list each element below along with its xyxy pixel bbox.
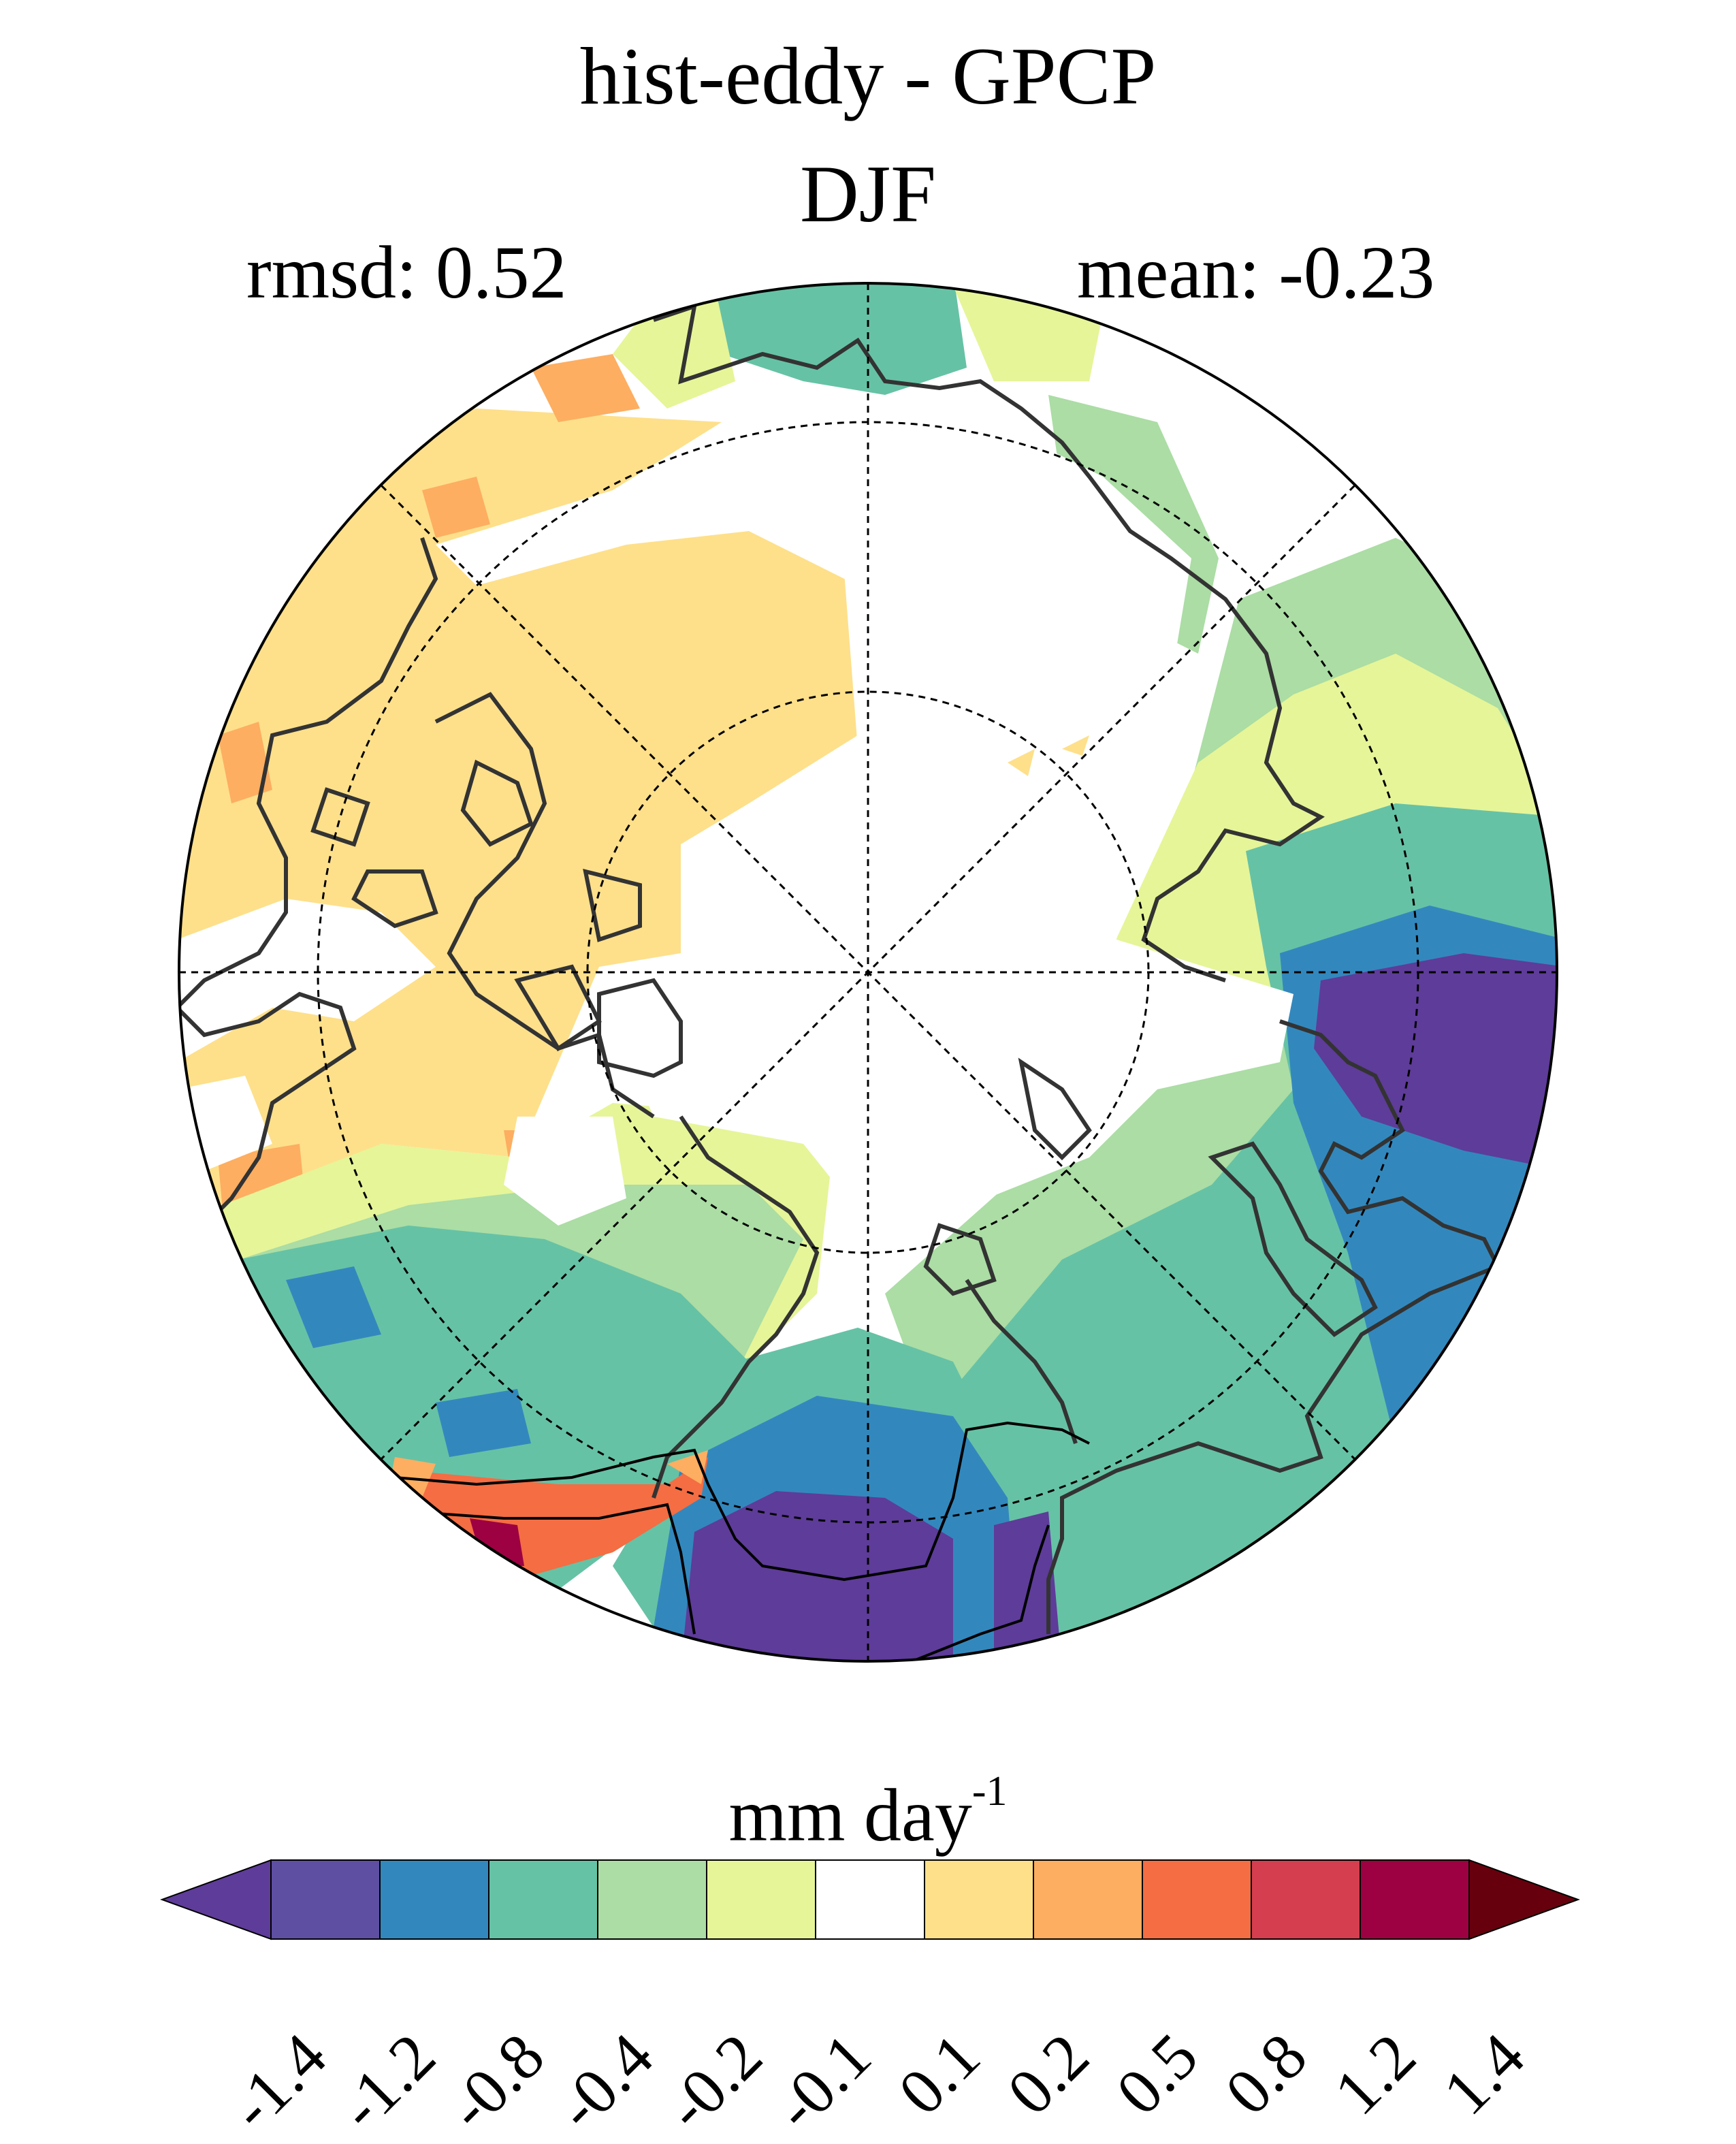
colorbar-unit: mm day-1 [0, 1770, 1736, 1853]
colorbar-under-arrow [160, 1859, 272, 1940]
region-sw-blue [286, 1266, 531, 1457]
colorbar-tick-label: -0.2 [651, 2019, 776, 2144]
colorbar-tick-label: 1.4 [1428, 2019, 1539, 2129]
colorbar-box-10 [1360, 1859, 1470, 1940]
region-top-lightgreen [613, 286, 1103, 409]
region-west-yellow [179, 409, 858, 1226]
contour-line-2 [408, 1503, 696, 1635]
colorbar-over-arrow [1468, 1859, 1580, 1940]
coastlines [179, 303, 1501, 1634]
meridian-diagonal-2 [380, 484, 1356, 1460]
colorbar-tick-label: -0.8 [433, 2019, 558, 2144]
colorbar-tick-label: -0.1 [760, 2019, 885, 2144]
polar-map [178, 282, 1558, 1663]
coastline-archipelago [310, 759, 642, 942]
colorbar-box-1 [379, 1859, 489, 1940]
region-top-teal [715, 283, 967, 395]
colorbar-box-7 [1033, 1859, 1143, 1940]
coastline-alaska [652, 1115, 820, 1499]
region-pacific-purple [681, 1491, 1062, 1661]
colorbar-tick-label: 1.2 [1319, 2019, 1430, 2129]
colorbar-box-9 [1251, 1859, 1361, 1940]
colorbar-tick-label: 0.2 [993, 2019, 1103, 2129]
colorbar-box-0 [270, 1859, 381, 1940]
colorbar-tick-label: -0.4 [542, 2019, 667, 2144]
colorbar-box-4 [706, 1859, 816, 1940]
colorbar [160, 1859, 1580, 1940]
region-darkred-anomaly [470, 1518, 524, 1566]
contour-lines [394, 1421, 1090, 1661]
region-europe-neutral [179, 899, 626, 1226]
colorbar-tick-label: 0.5 [1102, 2019, 1212, 2129]
coastline-greenland [514, 964, 683, 1078]
region-arctic-neutral [436, 409, 1293, 1280]
colorbar-tick-label: -1.2 [324, 2019, 449, 2144]
plot-title: hist-eddy - GPCP [579, 31, 1157, 121]
region-east-purple [1314, 953, 1557, 1171]
region-orange-ring [388, 1450, 708, 1498]
contour-line-3 [912, 1524, 1050, 1661]
coastline-siberia [1208, 1141, 1378, 1337]
coastline-europe [179, 537, 438, 1228]
mean-label: mean: -0.23 [1077, 231, 1435, 314]
colorbar-box-6 [924, 1859, 1034, 1940]
colorbar-box-8 [1142, 1859, 1252, 1940]
colorbar-tick-label: -1.4 [215, 2019, 340, 2144]
colorbar-box-2 [488, 1859, 598, 1940]
map-boundary [178, 282, 1558, 1663]
coastline-north-america [653, 303, 1325, 982]
colorbar-tick-label: 0.1 [884, 2019, 994, 2129]
colorbar-box-3 [597, 1859, 707, 1940]
colorbar-unit-base: mm day [728, 1774, 972, 1857]
graticule [179, 283, 1557, 1661]
coastline-north-pacific [965, 1279, 1078, 1444]
colorbar-tick-label: 0.8 [1210, 2019, 1321, 2129]
season-label: DJF [799, 148, 937, 239]
region-sea-yellow-dots [1008, 735, 1089, 776]
rmsd-label: rmsd: 0.52 [246, 231, 567, 314]
contour-line-1 [394, 1421, 1090, 1582]
colorbar-unit-exponent: -1 [971, 1768, 1008, 1814]
colorbar-box-5 [815, 1859, 925, 1940]
